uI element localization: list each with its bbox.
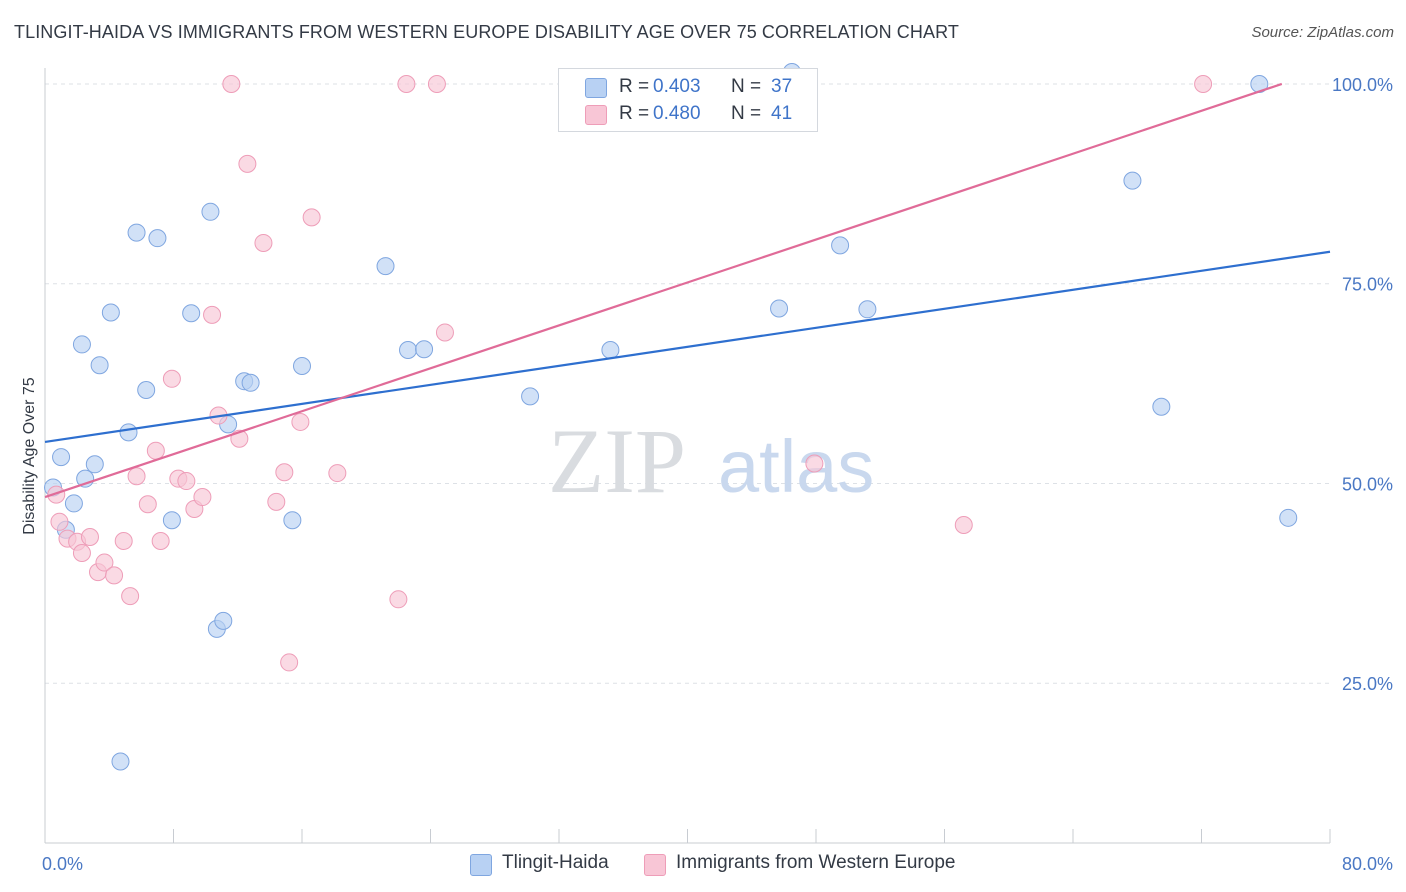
western-europe-point xyxy=(162,369,181,388)
western-europe-point xyxy=(222,74,241,93)
western-europe-point xyxy=(50,512,69,531)
western-europe-point xyxy=(267,492,286,511)
tlingit-haida-point xyxy=(770,299,789,318)
y-tick-label: 50.0% xyxy=(1342,474,1393,494)
western-europe-point xyxy=(238,154,257,173)
tlingit-haida-point xyxy=(293,357,311,376)
tlingit-haida-point xyxy=(1152,397,1171,416)
western-europe-point xyxy=(80,527,99,546)
tlingit-haida-point xyxy=(148,229,167,248)
y-tick-label: 100.0% xyxy=(1332,75,1393,95)
x-tick-label: 0.0% xyxy=(42,854,83,874)
western-europe-point xyxy=(1194,74,1213,93)
tick-labels: 100.0% 75.0% 50.0% 25.0% 0.0% 80.0% xyxy=(42,75,1393,874)
tlingit-haida-point xyxy=(376,257,395,276)
western-europe-point xyxy=(280,653,299,672)
tlingit-haida-point xyxy=(72,335,91,354)
legend-swatch-blue xyxy=(470,854,492,876)
series-legend: Tlingit-Haida Immigrants from Western Eu… xyxy=(0,852,1406,878)
western-europe-point xyxy=(95,553,114,572)
legend-r-label: R = xyxy=(619,103,650,124)
western-europe-point xyxy=(435,323,454,342)
western-europe-point xyxy=(805,454,824,473)
tlingit-haida-point xyxy=(201,202,220,221)
tlingit-haida-point xyxy=(85,455,104,474)
western-europe-point xyxy=(302,208,321,227)
western-europe-point xyxy=(328,464,347,483)
tlingit-haida-point xyxy=(214,611,233,630)
western-europe-point xyxy=(254,233,273,252)
tlingit-haida-point xyxy=(162,511,181,530)
watermark-atlas: atlas xyxy=(718,425,874,508)
legend-r-value: 0.403 xyxy=(653,76,701,97)
y-tick-label: 25.0% xyxy=(1342,674,1393,694)
western-europe-point xyxy=(203,305,222,324)
tlingit-haida-point xyxy=(101,303,120,322)
source-credit: Source: ZipAtlas.com xyxy=(1251,24,1394,41)
western-europe-point xyxy=(47,485,66,504)
tlingit-haida-point xyxy=(111,752,130,771)
legend-n-label: N = xyxy=(731,103,762,124)
tlingit-haida-point xyxy=(831,236,850,255)
western-europe-point xyxy=(151,531,170,550)
tlingit-haida-point xyxy=(90,356,109,375)
tlingit-haida-point xyxy=(182,304,201,323)
western-europe-point xyxy=(291,412,310,431)
legend-row-western-europe: R = 0.480 N = 41 xyxy=(559,101,817,129)
western-europe-point xyxy=(72,543,91,562)
western-europe-point xyxy=(146,441,165,460)
tlingit-haida-point xyxy=(858,300,877,319)
western-europe-point xyxy=(138,495,157,514)
legend-label: Tlingit-Haida xyxy=(502,852,609,873)
tlingit-haida-point xyxy=(119,423,138,442)
tlingit-haida-point xyxy=(399,341,418,360)
chart-title: TLINGIT-HAIDA VS IMMIGRANTS FROM WESTERN… xyxy=(14,22,959,42)
tlingit-haida-point xyxy=(137,380,156,399)
tlingit-haida-point xyxy=(52,448,71,467)
tlingit-haida-trend-line xyxy=(44,250,1331,444)
western-europe-point xyxy=(954,516,973,535)
western-europe-point xyxy=(114,531,133,550)
correlation-legend: R = 0.403 N = 37 R = 0.480 N = 41 xyxy=(558,68,818,132)
tlingit-haida-point xyxy=(1123,171,1142,190)
legend-swatch-blue xyxy=(585,78,607,98)
y-axis-title: Disability Age Over 75 xyxy=(21,377,38,535)
tlingit-haida-point xyxy=(64,494,83,513)
data-points xyxy=(44,62,1298,771)
legend-label: Immigrants from Western Europe xyxy=(676,852,956,873)
tlingit-haida-point xyxy=(241,373,260,392)
tlingit-haida-point xyxy=(1279,508,1298,527)
legend-swatch-pink xyxy=(644,854,666,876)
western-europe-point xyxy=(127,467,146,486)
western-europe-point xyxy=(193,488,212,507)
legend-n-value: 37 xyxy=(771,76,793,97)
western-europe-point xyxy=(397,74,416,93)
western-europe-point xyxy=(389,590,408,609)
legend-n-label: N = xyxy=(731,76,762,97)
x-tick-label: 80.0% xyxy=(1342,854,1393,874)
western-europe-point xyxy=(427,74,446,93)
tlingit-haida-point xyxy=(521,387,540,406)
legend-r-value: 0.480 xyxy=(653,103,701,124)
western-europe-point xyxy=(121,587,140,606)
trend-lines xyxy=(44,82,1331,499)
legend-swatch-pink xyxy=(585,105,607,125)
western-europe-trend-line xyxy=(44,82,1283,499)
legend-row-tlingit-haida: R = 0.403 N = 37 xyxy=(559,74,817,102)
tlingit-haida-point xyxy=(283,511,302,530)
legend-r-label: R = xyxy=(619,76,650,97)
legend-n-value: 41 xyxy=(771,103,793,124)
tlingit-haida-point xyxy=(415,340,434,359)
watermark-zip: ZIP xyxy=(548,410,686,512)
axes xyxy=(44,68,1331,844)
western-europe-point xyxy=(177,472,196,491)
western-europe-point xyxy=(275,463,294,482)
tlingit-haida-point xyxy=(601,341,620,360)
tlingit-haida-point xyxy=(127,223,146,242)
y-tick-label: 75.0% xyxy=(1342,275,1393,295)
western-europe-point xyxy=(105,566,124,585)
